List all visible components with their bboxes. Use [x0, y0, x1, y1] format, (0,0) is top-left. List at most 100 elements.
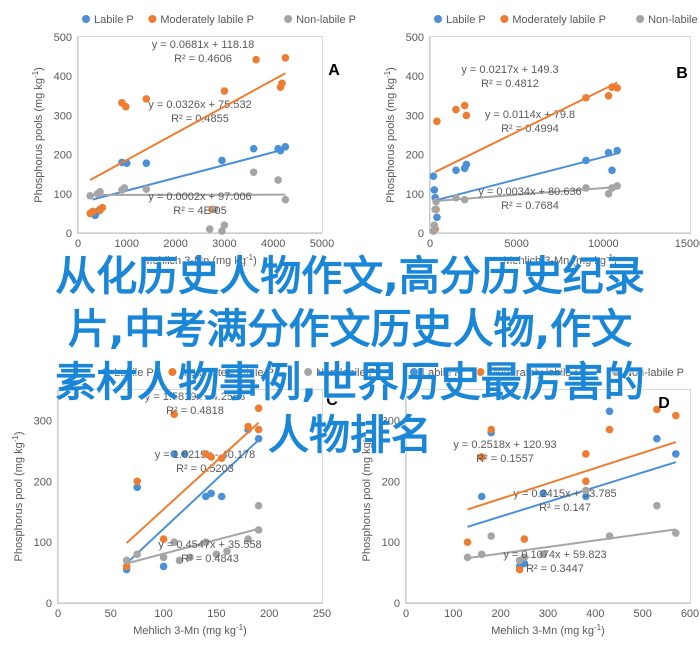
data-point — [217, 492, 226, 501]
plot-area-A — [77, 36, 323, 234]
y-axis-title: Phosphorus pool (mg kg-1) — [11, 431, 26, 561]
y-tick-label: 300 — [406, 110, 424, 122]
trend-equation: y = 0.0326x + 75.532 — [148, 99, 251, 111]
trend-r2: R² = 0.4818 — [166, 405, 224, 417]
y-tick-label: 200 — [54, 150, 72, 162]
data-point — [133, 550, 141, 559]
data-point — [254, 404, 263, 413]
data-point — [608, 166, 616, 175]
data-point — [433, 117, 441, 126]
legend-marker — [476, 368, 485, 376]
data-point — [539, 550, 548, 559]
data-point — [460, 101, 469, 110]
data-point — [170, 538, 178, 546]
x-tick-label: 500 — [633, 608, 651, 620]
trend-r2: R² = 0.7684 — [501, 200, 559, 212]
data-point — [487, 425, 496, 434]
data-point — [170, 410, 178, 419]
trend-r2: R² = 0.4812 — [481, 78, 539, 90]
x-tick-label: 300 — [539, 608, 557, 620]
data-point — [186, 553, 194, 562]
plot-area-C — [57, 389, 323, 604]
trendline — [467, 528, 676, 560]
x-tick-label: 250 — [313, 608, 331, 620]
trend-r2: R² = 0.1557 — [476, 453, 534, 465]
x-tick-label: 100 — [444, 608, 462, 620]
data-point — [180, 450, 189, 458]
data-point — [254, 501, 263, 510]
data-point — [254, 526, 263, 534]
trendline — [125, 439, 260, 565]
y-tick-label: 200 — [34, 476, 52, 488]
trend-r2: R² = 4E-05 — [173, 205, 227, 217]
data-point — [520, 553, 529, 562]
data-point — [223, 547, 231, 556]
y-tick-label: 100 — [382, 537, 400, 549]
data-point — [452, 105, 460, 114]
data-point — [429, 172, 438, 180]
y-tick-label: 0 — [418, 228, 424, 240]
legend-entry: Non-labile P — [648, 14, 700, 26]
y-tick-label: 300 — [54, 110, 72, 122]
y-tick-label: 0 — [66, 228, 72, 240]
x-axis-title: Mehlich 3-Mn (mg kg-1) — [133, 623, 247, 638]
y-tick-label: 400 — [406, 71, 424, 83]
data-point — [520, 535, 529, 543]
data-point — [430, 186, 439, 194]
data-point — [604, 190, 613, 198]
data-point — [605, 425, 614, 434]
trendline — [434, 81, 618, 173]
panel-label: D — [658, 395, 670, 412]
data-point — [249, 168, 258, 177]
data-point — [159, 553, 168, 562]
trend-equation: y = 0.0002x + 97.006 — [148, 191, 251, 203]
x-tick-label: 0 — [403, 608, 409, 620]
y-tick-label: 200 — [382, 476, 400, 488]
data-point — [88, 207, 97, 216]
data-point — [462, 160, 471, 169]
legend-entry: Labile P — [446, 14, 486, 26]
trend-equation: y = 0.0034x + 80.636 — [478, 186, 581, 198]
legend-marker — [304, 368, 313, 376]
data-point — [463, 538, 472, 546]
y-tick-label: 500 — [406, 32, 424, 44]
y-tick-label: 200 — [406, 150, 424, 162]
y-tick-label: 100 — [406, 189, 424, 201]
data-point — [672, 411, 680, 420]
legend-entry: Moderately labile P — [180, 367, 274, 379]
x-tick-label: 50 — [105, 608, 117, 620]
data-point — [274, 176, 282, 184]
x-tick-label: 5000 — [504, 238, 528, 250]
legend-entry: Non-labile P — [316, 367, 376, 379]
data-point — [433, 213, 441, 222]
data-point — [477, 453, 486, 461]
x-tick-label: 150 — [207, 608, 225, 620]
data-point — [613, 84, 621, 92]
y-tick-label: 100 — [34, 537, 52, 549]
data-point — [133, 483, 141, 492]
legend-marker — [636, 15, 645, 23]
legend-marker — [410, 368, 418, 376]
data-point — [220, 87, 229, 95]
data-point — [252, 55, 260, 64]
trendline — [125, 421, 260, 544]
data-point — [207, 489, 215, 498]
data-point — [212, 550, 221, 559]
data-point — [605, 407, 614, 416]
y-tick-label: 0 — [394, 598, 400, 610]
trendline — [433, 152, 618, 202]
trend-r2: R² = 0.4606 — [174, 53, 232, 65]
data-point — [430, 221, 439, 229]
trend-r2: R² = 0.4843 — [181, 553, 239, 565]
data-point — [159, 562, 168, 571]
data-point — [653, 405, 661, 414]
legend-marker — [148, 15, 157, 23]
data-point — [582, 477, 590, 486]
legend-marker — [102, 368, 110, 376]
x-tick-label: 1000 — [115, 238, 139, 250]
data-point — [672, 529, 680, 537]
data-point — [96, 188, 104, 196]
data-point — [244, 422, 252, 431]
data-point — [98, 203, 107, 212]
panel-label: C — [326, 392, 338, 409]
